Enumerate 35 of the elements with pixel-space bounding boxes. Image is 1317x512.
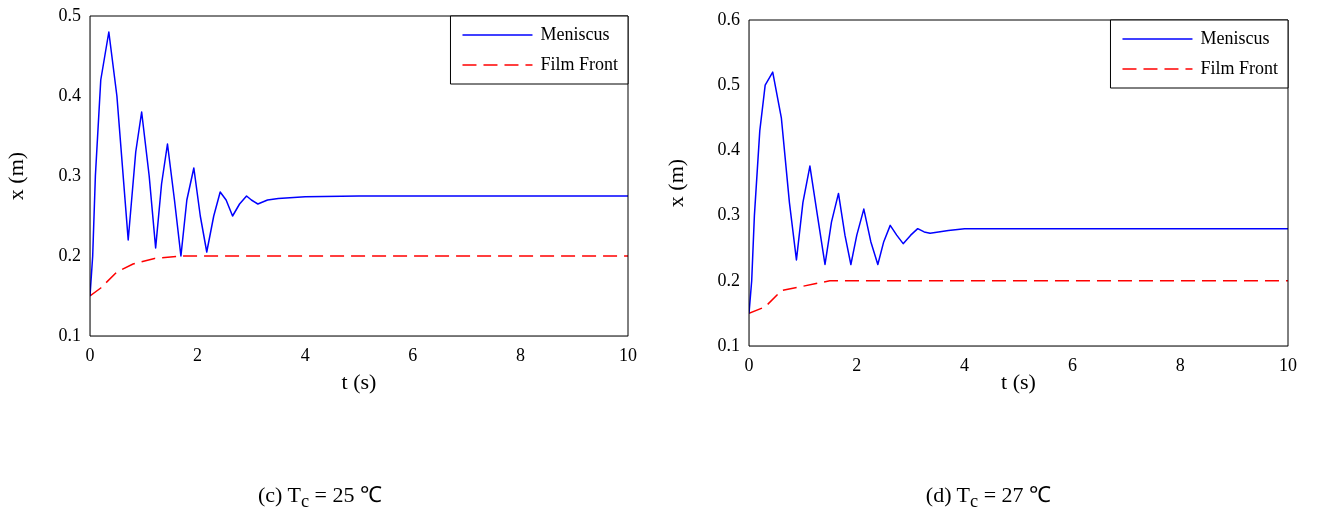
x-tick-label: 4 bbox=[960, 354, 970, 375]
x-tick-label: 8 bbox=[515, 344, 525, 365]
x-tick-label: 10 bbox=[619, 344, 637, 365]
x-tick-label: 2 bbox=[193, 344, 203, 365]
x-tick-label: 0 bbox=[85, 344, 95, 365]
y-tick-label: 0.1 bbox=[58, 324, 81, 345]
x-tick-label: 4 bbox=[300, 344, 310, 365]
y-tick-label: 0.3 bbox=[717, 204, 740, 225]
x-axis-title: t (s) bbox=[341, 368, 377, 394]
legend-label: Film Front bbox=[540, 53, 619, 74]
legend-label: Meniscus bbox=[1200, 27, 1270, 48]
x-tick-label: 0 bbox=[744, 354, 754, 375]
line-series bbox=[90, 255, 628, 297]
y-tick-label: 0.2 bbox=[58, 244, 81, 265]
y-axis-title: x (m) bbox=[662, 158, 688, 208]
y-tick-label: 0.5 bbox=[717, 73, 740, 94]
text: (d) T$_{c}$ = 27 ℃ bbox=[924, 481, 1053, 512]
y-tick-label: 0.1 bbox=[717, 334, 740, 355]
y-tick-label: 0.2 bbox=[717, 269, 740, 290]
y-tick-label: 0.5 bbox=[58, 4, 81, 25]
y-axis-title: x (m) bbox=[2, 151, 28, 201]
y-tick-label: 0.4 bbox=[58, 84, 81, 105]
y-tick-label: 0.3 bbox=[58, 164, 81, 185]
line-series bbox=[749, 280, 1288, 315]
legend-label: Meniscus bbox=[540, 23, 610, 44]
x-axis-title: t (s) bbox=[1001, 368, 1036, 394]
x-tick-label: 2 bbox=[852, 354, 862, 375]
x-tick-label: 6 bbox=[408, 344, 418, 365]
x-tick-label: 6 bbox=[1067, 354, 1077, 375]
legend-label: Film Front bbox=[1200, 57, 1279, 78]
text: (c) T$_{c}$ = 25 ℃ bbox=[257, 481, 383, 512]
y-tick-label: 0.4 bbox=[717, 139, 740, 160]
x-tick-label: 10 bbox=[1279, 354, 1297, 375]
y-tick-label: 0.6 bbox=[717, 8, 740, 29]
x-tick-label: 8 bbox=[1175, 354, 1185, 375]
